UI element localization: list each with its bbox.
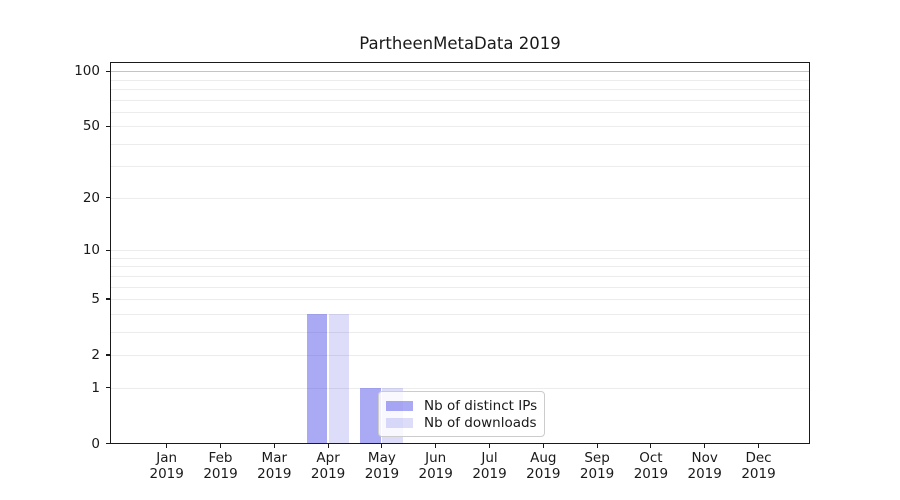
x-tick-mark (166, 443, 168, 448)
y-tick-label: 50 (82, 118, 100, 135)
x-tick-month: Feb (208, 450, 233, 466)
x-tick-label-nov: Nov 2019 (675, 450, 735, 482)
x-tick-mark (381, 443, 383, 448)
x-tick-label-may: May 2019 (352, 450, 412, 482)
x-tick-year: 2019 (741, 466, 776, 482)
y-gridline-minor (111, 79, 809, 81)
y-tick-label: 10 (82, 242, 100, 258)
y-tick-mark (105, 249, 110, 251)
x-tick-month: Jan (156, 450, 178, 466)
x-tick-label-sep: Sep 2019 (567, 450, 627, 482)
x-tick-month: Jul (481, 450, 498, 466)
x-tick-year: 2019 (310, 466, 346, 482)
x-tick-label-jul: Jul 2019 (460, 450, 520, 482)
x-tick-mark (327, 443, 329, 448)
y-tick-label: 5 (91, 290, 100, 307)
y-gridline-minor (111, 286, 809, 288)
x-tick-month: Sep (584, 450, 610, 466)
y-gridline-minor (111, 88, 809, 90)
x-tick-label-jun: Jun 2019 (406, 450, 466, 482)
y-gridline-minor (111, 266, 809, 268)
legend-item-distinct-ips: Nb of distinct IPs (386, 398, 538, 414)
x-tick-label-feb: Feb 2019 (191, 450, 251, 482)
x-tick-label-dec: Dec 2019 (729, 450, 789, 482)
x-tick-year: 2019 (203, 466, 238, 482)
y-gridline-minor (111, 275, 809, 277)
y-gridline-minor (111, 143, 809, 145)
legend-label-downloads: Nb of downloads (424, 414, 537, 431)
y-tick-mark (105, 298, 110, 300)
y-gridline-major (111, 197, 809, 199)
x-tick-month: Dec (745, 450, 772, 466)
x-tick-mark (757, 443, 760, 448)
x-tick-month: Jun (425, 450, 447, 466)
y-tick-label: 0 (91, 435, 100, 452)
y-tick-mark (105, 70, 110, 72)
y-tick-label: 100 (74, 63, 100, 80)
x-tick-label-mar: Mar 2019 (244, 450, 304, 482)
y-gridline-major (111, 387, 809, 389)
x-tick-label-aug: Aug 2019 (513, 450, 573, 482)
chart-title: PartheenMetaData 2019 (359, 34, 561, 53)
x-tick-label-apr: Apr 2019 (298, 450, 358, 482)
y-tick-mark (105, 443, 110, 445)
legend-swatch-distinct-ips (386, 401, 413, 411)
x-tick-year: 2019 (472, 466, 507, 482)
x-tick-mark (650, 443, 652, 448)
x-tick-year: 2019 (633, 466, 669, 482)
x-tick-month: Mar (261, 450, 288, 466)
y-gridline-minor (111, 257, 809, 259)
x-tick-year: 2019 (687, 466, 722, 482)
x-tick-mark (219, 443, 222, 448)
legend-label-distinct-ips: Nb of distinct IPs (424, 397, 538, 414)
x-tick-mark (435, 443, 437, 448)
y-tick-mark (105, 354, 110, 356)
y-gridline-minor (111, 331, 809, 333)
y-gridline-minor (111, 99, 809, 101)
legend-swatch-downloads (386, 418, 413, 428)
legend: Nb of distinct IPs Nb of downloads (378, 391, 545, 437)
y-gridline-major (111, 298, 809, 300)
y-gridline-major (111, 354, 809, 356)
x-tick-mark (542, 443, 544, 448)
x-tick-year: 2019 (364, 466, 400, 482)
x-tick-label-jan: Jan 2019 (137, 450, 197, 482)
x-tick-month: Apr (316, 450, 340, 466)
bar-downloads (328, 313, 350, 444)
y-tick-mark (105, 125, 110, 127)
y-gridline-major (111, 250, 809, 251)
y-gridline-minor (111, 111, 809, 113)
y-tick-mark (105, 197, 110, 199)
x-tick-month: Aug (530, 450, 557, 466)
y-gridline-major (111, 126, 809, 128)
y-tick-label: 20 (82, 189, 100, 206)
y-tick-mark (105, 387, 110, 389)
y-tick-label: 2 (91, 346, 100, 363)
x-tick-mark (488, 443, 491, 448)
x-tick-month: Oct (639, 450, 663, 466)
x-tick-label-oct: Oct 2019 (621, 450, 681, 482)
x-tick-month: May (367, 450, 396, 466)
y-gridline-major (111, 71, 809, 73)
x-tick-mark (596, 443, 598, 448)
y-gridline-minor (111, 313, 809, 315)
x-tick-year: 2019 (526, 466, 561, 482)
x-tick-year: 2019 (149, 466, 184, 482)
bar-distinct-ips (360, 387, 381, 444)
y-tick-label: 1 (91, 379, 100, 396)
x-tick-mark (273, 443, 275, 448)
y-gridline-minor (111, 166, 809, 168)
x-tick-year: 2019 (418, 466, 453, 482)
x-tick-mark (704, 443, 706, 448)
x-tick-year: 2019 (579, 466, 615, 482)
legend-item-downloads: Nb of downloads (386, 415, 538, 431)
x-tick-month: Nov (691, 450, 718, 466)
x-tick-year: 2019 (257, 466, 292, 482)
bar-distinct-ips (306, 313, 328, 444)
